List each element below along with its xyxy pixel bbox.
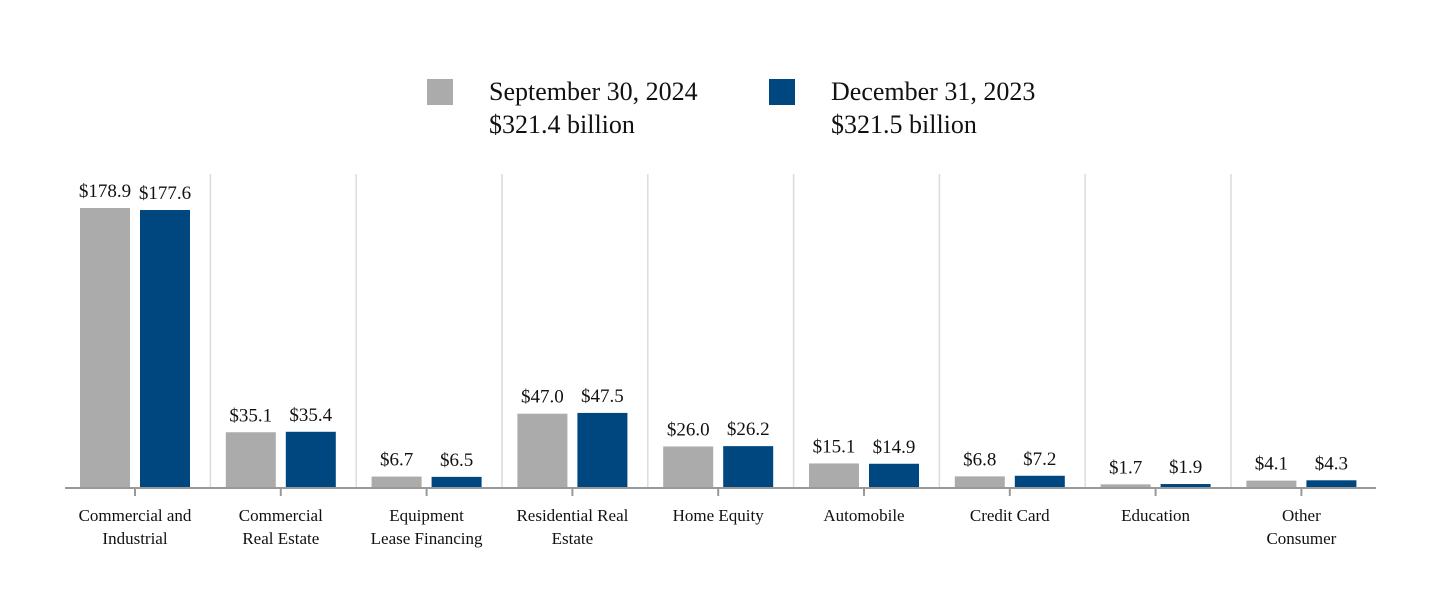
x-tick-label: Consumer bbox=[1266, 529, 1336, 548]
x-tick-label: Commercial and bbox=[79, 506, 192, 525]
legend-swatch-september-2024 bbox=[427, 79, 453, 105]
x-tick-label: Education bbox=[1121, 506, 1190, 525]
data-label-september-2024: $6.7 bbox=[380, 450, 413, 471]
legend-label-december-2023: December 31, 2023 bbox=[831, 77, 1036, 106]
legend-total-september-2024: $321.4 billion bbox=[489, 110, 635, 139]
legend-total-december-2023: $321.5 billion bbox=[831, 110, 977, 139]
x-tick-label: Lease Financing bbox=[371, 529, 483, 548]
x-tick-label: Other bbox=[1282, 506, 1321, 525]
bar-december-2023 bbox=[1160, 484, 1211, 487]
x-tick-label: Credit Card bbox=[970, 506, 1050, 525]
x-tick-label: Residential Real bbox=[516, 506, 628, 525]
data-label-september-2024: $4.1 bbox=[1255, 454, 1288, 475]
bar-september-2024 bbox=[371, 476, 422, 487]
data-label-december-2023: $177.6 bbox=[139, 183, 191, 204]
data-label-december-2023: $1.9 bbox=[1169, 457, 1202, 478]
data-label-september-2024: $47.0 bbox=[521, 387, 564, 408]
x-tick-label: Automobile bbox=[823, 506, 904, 525]
data-label-september-2024: $15.1 bbox=[813, 436, 856, 457]
bar-december-2023 bbox=[723, 446, 774, 487]
data-label-december-2023: $35.4 bbox=[289, 405, 332, 426]
bar-december-2023 bbox=[1014, 475, 1065, 487]
data-label-september-2024: $178.9 bbox=[79, 181, 131, 202]
bar-september-2024 bbox=[1246, 480, 1297, 487]
data-label-september-2024: $35.1 bbox=[229, 405, 272, 426]
data-label-december-2023: $6.5 bbox=[440, 450, 473, 471]
data-label-december-2023: $14.9 bbox=[873, 437, 916, 458]
bar-september-2024 bbox=[1100, 484, 1151, 487]
bar-september-2024 bbox=[517, 413, 568, 487]
x-tick-label: Estate bbox=[552, 529, 594, 548]
data-label-september-2024: $1.7 bbox=[1109, 457, 1142, 478]
bar-september-2024 bbox=[225, 432, 276, 487]
bar-december-2023 bbox=[869, 463, 919, 487]
bar-december-2023 bbox=[140, 210, 190, 487]
bar-december-2023 bbox=[285, 431, 336, 487]
data-label-september-2024: $26.0 bbox=[667, 419, 710, 440]
bar-september-2024 bbox=[80, 208, 130, 487]
x-tick-label: Home Equity bbox=[673, 506, 765, 525]
data-label-december-2023: $7.2 bbox=[1023, 449, 1056, 470]
x-tick-label: Industrial bbox=[102, 529, 167, 548]
data-label-december-2023: $4.3 bbox=[1315, 453, 1348, 474]
x-tick-label: Real Estate bbox=[242, 529, 319, 548]
bar-september-2024 bbox=[663, 446, 714, 487]
legend-swatch-december-2023 bbox=[769, 79, 795, 105]
data-label-september-2024: $6.8 bbox=[963, 449, 996, 470]
x-tick-label: Equipment bbox=[389, 506, 464, 525]
data-label-december-2023: $26.2 bbox=[727, 419, 770, 440]
bar-december-2023 bbox=[1306, 480, 1357, 487]
bar-december-2023 bbox=[577, 412, 628, 487]
bar-september-2024 bbox=[809, 463, 859, 487]
bar-september-2024 bbox=[954, 476, 1005, 487]
x-tick-label: Commercial bbox=[239, 506, 323, 525]
legend-label-september-2024: September 30, 2024 bbox=[489, 77, 698, 106]
data-label-december-2023: $47.5 bbox=[581, 386, 624, 407]
bar-december-2023 bbox=[431, 476, 482, 487]
